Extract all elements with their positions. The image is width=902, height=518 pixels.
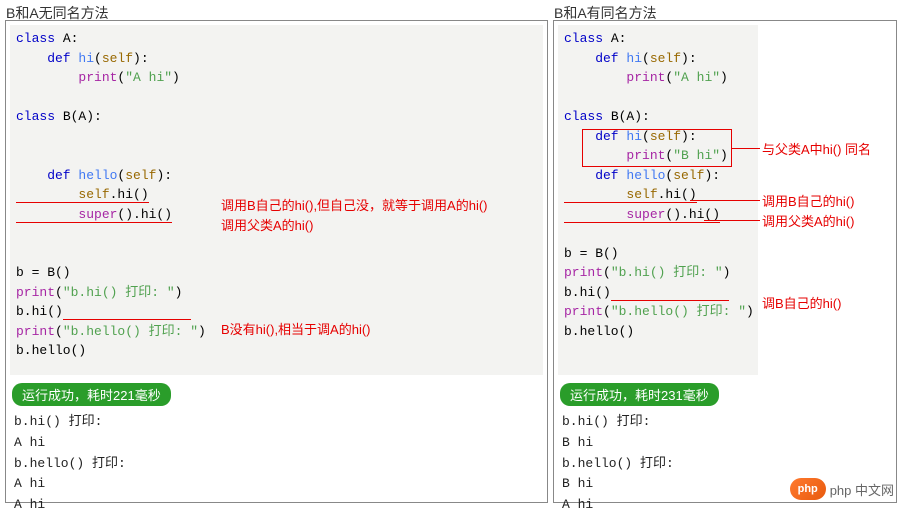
kw: def	[16, 168, 71, 183]
kw: class	[564, 31, 603, 46]
line-icon	[690, 200, 760, 201]
txt: B	[603, 109, 619, 124]
fn: print	[16, 285, 55, 300]
p: (A):	[619, 109, 650, 124]
self: self	[650, 51, 681, 66]
self: self	[564, 187, 658, 203]
line-icon	[704, 220, 760, 221]
left-annot2: 调用父类A的hi()	[221, 215, 313, 234]
self: self	[16, 187, 110, 203]
kw: def	[564, 168, 619, 183]
right-annot1: 调用B自己的hi()	[762, 191, 854, 210]
str: "b.hello() 打印: "	[611, 304, 746, 319]
str: "b.hi() 打印: "	[611, 265, 723, 280]
left-annot1: 调用B自己的hi(),但自己没，就等于调用A的hi()	[221, 195, 488, 214]
str: "b.hi() 打印: "	[63, 285, 175, 300]
p: (	[55, 324, 63, 339]
stmt: b = B()	[16, 265, 71, 280]
p: )	[198, 324, 206, 339]
fn: print	[564, 304, 603, 319]
p: (	[642, 51, 650, 66]
str: "B hi"	[673, 148, 720, 163]
stmt: b.hello()	[564, 324, 634, 339]
fn: print	[564, 265, 603, 280]
fn: hi	[619, 129, 642, 144]
txt: B	[55, 109, 71, 124]
left-title: B和A无同名方法	[6, 3, 109, 23]
fn: print	[564, 70, 665, 85]
logo-badge: php php 中文网	[790, 478, 894, 500]
fn: hi	[71, 51, 94, 66]
php-icon: php	[790, 478, 826, 500]
fn: hello	[619, 168, 666, 183]
stmt: b.hi()	[16, 304, 63, 319]
right-annot-box: 与父类A中hi() 同名	[762, 139, 871, 158]
right-output: b.hi() 打印: B hi b.hello() 打印: B hi A hi	[554, 410, 896, 518]
txt: A:	[55, 31, 78, 46]
p: (	[642, 129, 650, 144]
right-title: B和A有同名方法	[554, 3, 657, 23]
txt: A:	[603, 31, 626, 46]
p: )	[746, 304, 754, 319]
p: ):	[156, 168, 172, 183]
p: ):	[681, 129, 697, 144]
self: self	[102, 51, 133, 66]
str: "b.hello() 打印: "	[63, 324, 198, 339]
p: )	[172, 70, 180, 85]
p: ):	[704, 168, 720, 183]
p: (	[55, 285, 63, 300]
kw: class	[564, 109, 603, 124]
pad	[63, 304, 191, 320]
stmt: b.hello()	[16, 343, 86, 358]
p: ):	[133, 51, 149, 66]
p: (	[603, 304, 611, 319]
fn: print	[564, 148, 665, 163]
call: .hi()	[110, 187, 149, 203]
str: "A hi"	[125, 70, 172, 85]
kw: def	[564, 129, 619, 144]
left-success: 运行成功，耗时221毫秒	[12, 383, 171, 406]
self: self	[650, 129, 681, 144]
p: (	[94, 51, 102, 66]
stmt: b.hi()	[564, 285, 611, 300]
left-annot3: B没有hi(),相当于调A的hi()	[221, 319, 371, 338]
super: super	[16, 207, 117, 223]
p: )	[720, 70, 728, 85]
kw: class	[16, 31, 55, 46]
stmt: b = B()	[564, 246, 619, 261]
kw: def	[16, 51, 71, 66]
kw: def	[564, 51, 619, 66]
str: "A hi"	[673, 70, 720, 85]
left-panel: B和A无同名方法 class A: def hi(self): print("A…	[5, 20, 548, 503]
p: )	[723, 265, 731, 280]
fn: print	[16, 324, 55, 339]
right-success: 运行成功，耗时231毫秒	[560, 383, 719, 406]
super: super	[564, 207, 665, 223]
logo-text: php 中文网	[830, 480, 894, 499]
p: )	[175, 285, 183, 300]
call: ().hi()	[117, 207, 172, 223]
fn: hello	[71, 168, 118, 183]
line-icon	[732, 148, 760, 149]
p: ):	[681, 51, 697, 66]
p: )	[720, 148, 728, 163]
self: self	[673, 168, 704, 183]
self: self	[125, 168, 156, 183]
left-output: b.hi() 打印: A hi b.hello() 打印: A hi A hi	[6, 410, 547, 518]
fn: print	[16, 70, 117, 85]
right-annot2: 调用父类A的hi()	[762, 211, 854, 230]
right-panel: B和A有同名方法 class A: def hi(self): print("A…	[553, 20, 897, 503]
fn: hi	[619, 51, 642, 66]
p: (A):	[71, 109, 102, 124]
p: (	[603, 265, 611, 280]
pad	[611, 285, 729, 301]
right-annot3: 调B自己的hi()	[762, 293, 841, 312]
kw: class	[16, 109, 55, 124]
